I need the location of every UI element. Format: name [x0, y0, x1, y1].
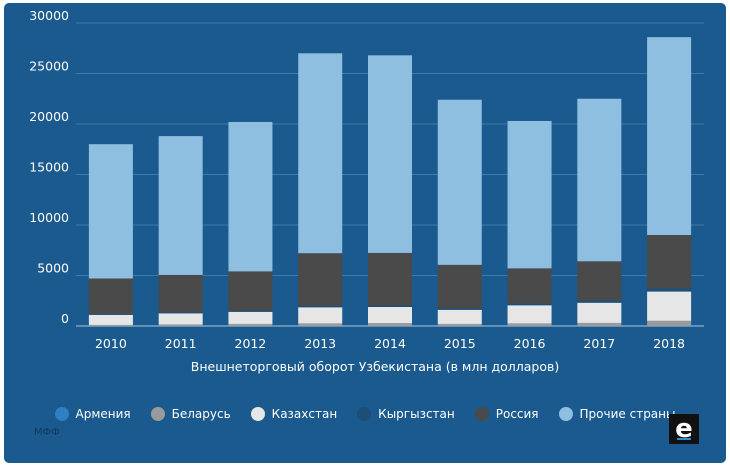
legend-item: Беларусь — [150, 407, 231, 421]
legend: Армения Беларусь Казахстан Кыргызстан Россия… — [4, 403, 726, 425]
legend-swatch — [250, 407, 265, 421]
bar-segment — [88, 278, 133, 314]
legend-item: Казахстан — [250, 407, 338, 421]
legend-item: Россия — [474, 407, 539, 421]
x-axis: 2010 2011 2012 2013 2014 2015 2016 2017 2018 — [95, 336, 685, 351]
bar-segment — [437, 308, 482, 310]
bar-segment — [507, 120, 552, 269]
bar-segment — [437, 309, 482, 324]
bar-segment — [368, 55, 412, 253]
bar-segment — [368, 323, 412, 326]
y-tick-label: 10000 — [29, 210, 69, 225]
y-tick-label: 20000 — [29, 109, 69, 124]
bar-segment — [368, 252, 412, 306]
bar-segment — [228, 271, 273, 311]
bar-segment — [298, 253, 343, 306]
bar-segment — [507, 323, 552, 326]
bar-segment — [647, 234, 692, 289]
y-tick-label: 0 — [61, 311, 69, 326]
x-tick-label: 2011 — [165, 336, 197, 351]
bar-segment — [228, 310, 273, 312]
bar-segment — [228, 323, 273, 326]
legend-item: Прочие страны — [558, 407, 676, 421]
x-tick-label: 2014 — [374, 336, 406, 351]
legend-item: Кыргызстан — [357, 407, 455, 421]
y-tick-label: 25000 — [29, 59, 69, 74]
bar-segment — [577, 261, 622, 301]
legend-label: Россия — [495, 407, 539, 421]
x-axis-label: Внешнеторговый оборот Узбекистана (в млн… — [191, 359, 560, 374]
legend-label: Казахстан — [271, 407, 338, 421]
x-tick-label: 2013 — [304, 336, 336, 351]
bar-segment — [158, 274, 203, 313]
legend-label: Прочие страны — [579, 407, 676, 421]
legend-swatch — [150, 407, 165, 421]
bar-segment — [577, 98, 622, 262]
x-tick-label: 2018 — [653, 336, 685, 351]
y-tick-label: 15000 — [29, 160, 69, 175]
bar-segment — [158, 312, 203, 314]
publisher-logo: e — [669, 414, 699, 444]
legend-label: Армения — [75, 407, 131, 421]
bar-segment — [647, 291, 692, 321]
legend-swatch — [54, 407, 69, 421]
bar-segment — [647, 320, 692, 326]
legend-swatch — [558, 407, 573, 421]
bar-segment — [507, 305, 552, 324]
bar-segment — [437, 264, 482, 309]
logo-letter: e — [675, 414, 693, 444]
bar-segment — [507, 268, 552, 304]
source-label: МФФ — [34, 427, 60, 438]
y-axis: 0 5000 10000 15000 20000 25000 30000 — [29, 8, 69, 326]
bar-segment — [298, 307, 343, 324]
bar-segment — [298, 323, 343, 326]
bar-segment — [368, 305, 412, 307]
bar-segment — [88, 313, 133, 315]
bar-segment — [647, 37, 692, 235]
bar-segment — [577, 322, 622, 326]
bar-segment — [158, 136, 203, 275]
y-tick-label: 30000 — [29, 8, 69, 23]
x-tick-label: 2016 — [514, 336, 546, 351]
bar-segment — [88, 324, 133, 326]
bar-segment — [88, 144, 133, 279]
bar-segment — [298, 53, 343, 254]
bar-segment — [647, 288, 692, 292]
bar-segment — [228, 311, 273, 324]
x-tick-label: 2012 — [235, 336, 267, 351]
bar-segment — [368, 306, 412, 324]
bar-segment — [88, 314, 133, 325]
chart-frame: 0 5000 10000 15000 20000 25000 30000 2010 2011 2… — [4, 3, 726, 463]
legend-label: Беларусь — [171, 407, 231, 421]
bar-segment — [577, 302, 622, 323]
legend-swatch — [357, 407, 372, 421]
bar-segment — [437, 323, 482, 326]
legend-swatch — [474, 407, 489, 421]
bar-segment — [228, 121, 273, 272]
bar-segment — [158, 324, 203, 326]
bar-series — [88, 37, 692, 326]
x-tick-label: 2017 — [583, 336, 615, 351]
logo-underline — [677, 438, 691, 440]
bar-segment — [298, 305, 343, 308]
bar-segment — [577, 300, 622, 303]
legend-label: Кыргызстан — [378, 407, 455, 421]
bar-segment — [507, 303, 552, 306]
bar-segment — [437, 99, 482, 265]
x-tick-label: 2010 — [95, 336, 127, 351]
bar-segment — [158, 313, 203, 325]
y-tick-label: 5000 — [37, 261, 69, 276]
legend-item: Армения — [54, 407, 131, 421]
x-tick-label: 2015 — [444, 336, 476, 351]
